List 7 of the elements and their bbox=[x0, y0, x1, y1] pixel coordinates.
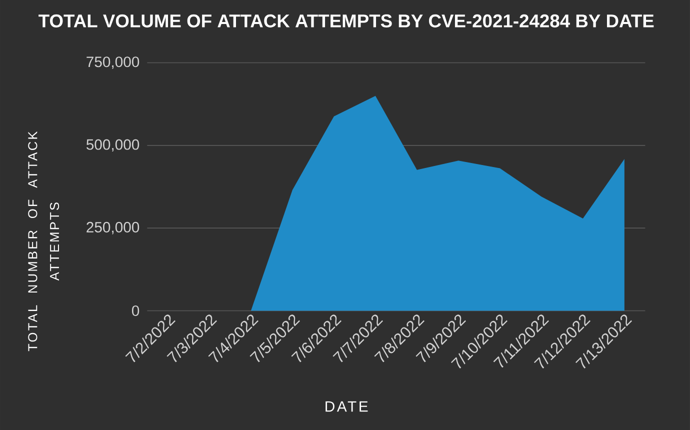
chart-title: TOTAL VOLUME OF ATTACK ATTEMPTS BY CVE-2021-24284 BY DATE bbox=[38, 14, 654, 28]
y-tick-label: 750,000 bbox=[86, 56, 140, 69]
y-axis-title: TOTAL NUMBER OF ATTACK ATTEMPTS bbox=[28, 131, 60, 352]
y-tick-label: 0 bbox=[132, 305, 140, 316]
y-tick-label: 250,000 bbox=[86, 222, 140, 234]
x-axis-title: DATE bbox=[326, 401, 368, 412]
y-tick-label: 500,000 bbox=[86, 139, 140, 152]
